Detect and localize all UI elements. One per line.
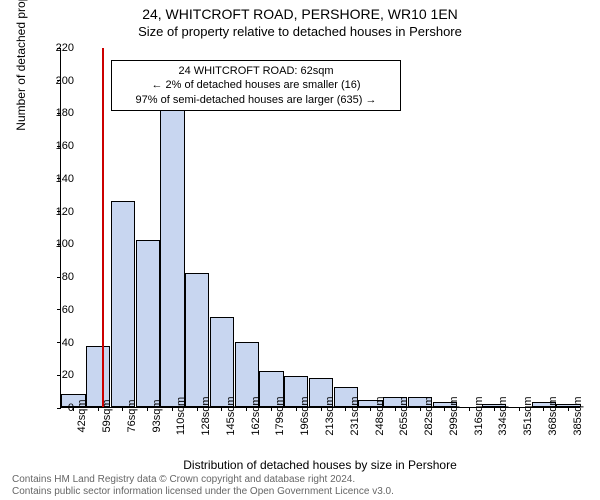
ytick-label: 0 <box>44 402 74 414</box>
annotation-box: 24 WHITCROFT ROAD: 62sqm← 2% of detached… <box>111 60 401 111</box>
xtick-mark <box>543 407 544 411</box>
xtick-mark <box>122 407 123 411</box>
ytick-label: 140 <box>44 173 74 185</box>
xtick-mark <box>197 407 198 411</box>
xtick-label: 334sqm <box>497 396 509 435</box>
ytick-label: 120 <box>44 206 74 218</box>
annotation-line: 97% of semi-detached houses are larger (… <box>118 93 394 107</box>
ytick-label: 100 <box>44 238 74 250</box>
xtick-label: 368sqm <box>547 396 559 435</box>
xtick-mark <box>296 407 297 411</box>
footer-line-2: Contains public sector information licen… <box>12 486 394 498</box>
xtick-label: 128sqm <box>200 396 212 435</box>
xtick-mark <box>444 407 445 411</box>
xtick-mark <box>172 407 173 411</box>
xtick-label: 110sqm <box>175 397 187 435</box>
xtick-label: 179sqm <box>274 396 286 435</box>
xtick-mark <box>420 407 421 411</box>
histogram-bar <box>185 273 209 407</box>
xtick-mark <box>147 407 148 411</box>
chart-title-main: 24, WHITCROFT ROAD, PERSHORE, WR10 1EN <box>0 6 600 22</box>
footer-attribution: Contains HM Land Registry data © Crown c… <box>12 474 394 498</box>
xtick-label: 76sqm <box>126 399 138 432</box>
xtick-mark <box>321 407 322 411</box>
histogram-bar <box>136 240 160 407</box>
xtick-mark <box>370 407 371 411</box>
xtick-mark <box>221 407 222 411</box>
histogram-bar <box>111 201 135 407</box>
xtick-label: 162sqm <box>250 396 262 435</box>
ytick-label: 60 <box>44 304 74 316</box>
xtick-mark <box>98 407 99 411</box>
xtick-label: 265sqm <box>398 396 410 435</box>
xtick-label: 42sqm <box>76 399 88 432</box>
xtick-label: 59sqm <box>101 399 113 432</box>
xtick-mark <box>519 407 520 411</box>
ytick-label: 180 <box>44 107 74 119</box>
xtick-label: 282sqm <box>423 396 435 435</box>
reference-line <box>102 48 104 407</box>
xtick-label: 299sqm <box>448 396 460 435</box>
annotation-line: 24 WHITCROFT ROAD: 62sqm <box>118 64 394 78</box>
chart-container: 24, WHITCROFT ROAD, PERSHORE, WR10 1EN S… <box>0 0 600 500</box>
xtick-label: 196sqm <box>299 396 311 435</box>
plot-area: 24 WHITCROFT ROAD: 62sqm← 2% of detached… <box>60 48 580 408</box>
footer-line-1: Contains HM Land Registry data © Crown c… <box>12 474 394 486</box>
xtick-label: 248sqm <box>374 396 386 435</box>
xtick-label: 385sqm <box>572 396 584 435</box>
xtick-mark <box>469 407 470 411</box>
xtick-label: 145sqm <box>225 396 237 435</box>
ytick-label: 80 <box>44 271 74 283</box>
xtick-label: 93sqm <box>151 399 163 432</box>
xtick-label: 351sqm <box>522 396 534 435</box>
annotation-line: ← 2% of detached houses are smaller (16) <box>118 78 394 92</box>
xtick-mark <box>395 407 396 411</box>
y-axis-label: Number of detached properties <box>14 0 28 228</box>
ytick-label: 40 <box>44 337 74 349</box>
histogram-bar <box>86 346 110 407</box>
ytick-label: 160 <box>44 140 74 152</box>
chart-title-sub: Size of property relative to detached ho… <box>0 24 600 39</box>
xtick-label: 231sqm <box>349 396 361 435</box>
ytick-label: 200 <box>44 75 74 87</box>
ytick-label: 220 <box>44 42 74 54</box>
ytick-label: 20 <box>44 369 74 381</box>
histogram-bar <box>160 109 184 407</box>
histogram-bar <box>210 317 234 407</box>
x-axis-label: Distribution of detached houses by size … <box>60 458 580 472</box>
xtick-mark <box>494 407 495 411</box>
xtick-mark <box>345 407 346 411</box>
xtick-mark <box>568 407 569 411</box>
xtick-mark <box>246 407 247 411</box>
xtick-label: 213sqm <box>324 396 336 435</box>
xtick-mark <box>271 407 272 411</box>
xtick-label: 316sqm <box>473 396 485 435</box>
